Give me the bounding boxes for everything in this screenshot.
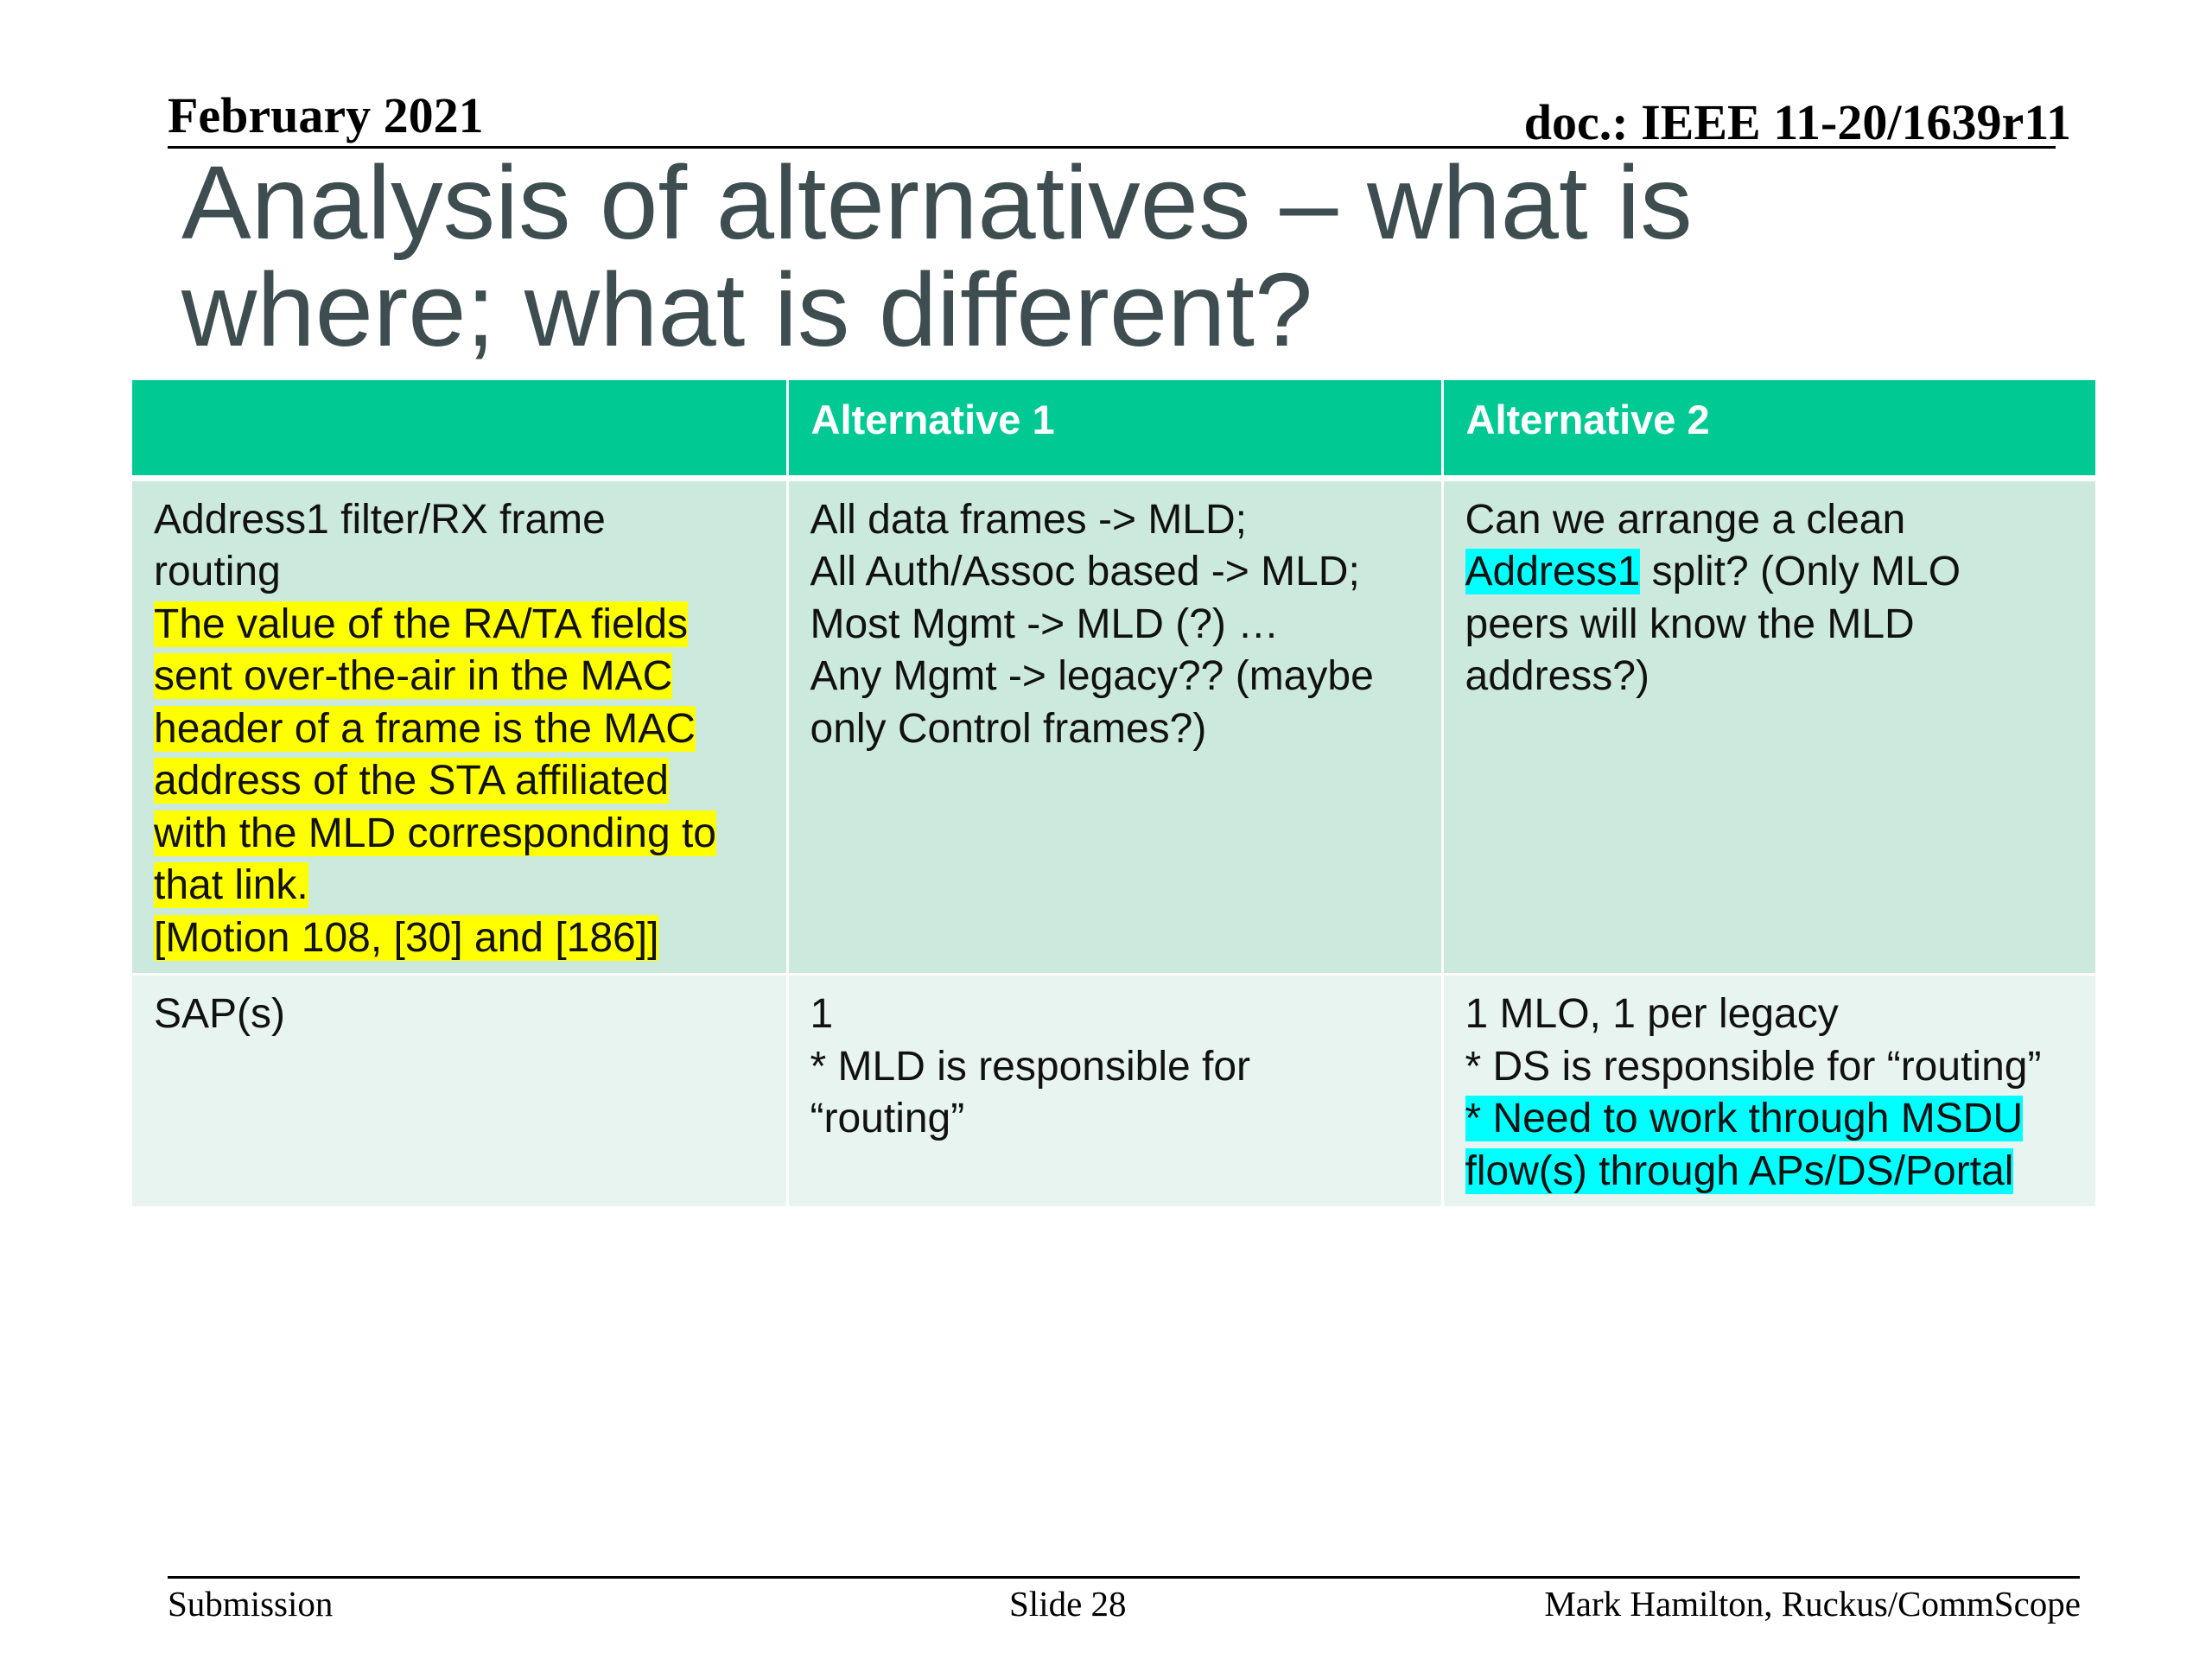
header-doc-id: doc.: IEEE 11-20/1639r11 (1523, 94, 2071, 150)
highlighted-line: address of the STA affiliated (154, 755, 769, 808)
table-cell: Can we arrange a clean Address1 split? (… (1442, 478, 2095, 976)
footer-author: Mark Hamilton, Ruckus/CommScope (1544, 1584, 2081, 1624)
cyan-highlight: Address1 (1465, 549, 1641, 594)
highlighted-line: The value of the RA/TA fields (154, 599, 769, 652)
table-cell: 1 MLO, 1 per legacy * DS is responsible … (1442, 974, 2095, 1209)
highlighted-line: * Need to work through MSDU (1465, 1093, 2079, 1146)
cell-line: * DS is responsible for “routing” (1465, 1043, 2042, 1090)
footer-divider (168, 1576, 2080, 1579)
cell-line: 1 (810, 991, 834, 1037)
cell-line: Can we arrange a clean (1465, 496, 1906, 543)
cell-line: All data frames -> MLD; (810, 496, 1248, 543)
cell-line: Address1 split? (Only MLO (1465, 546, 2079, 599)
cell-line: All Auth/Assoc based -> MLD; (810, 549, 1360, 594)
cyan-highlight: * Need to work through MSDU (1465, 1096, 2024, 1141)
header-cell-empty (132, 380, 789, 481)
yellow-highlight: address of the STA affiliated (154, 758, 669, 804)
cell-line: “routing” (810, 1096, 965, 1141)
table-header-row: Alternative 1 Alternative 2 (132, 380, 2095, 481)
yellow-highlight: with the MLD corresponding to (154, 810, 716, 856)
table-cell: All data frames -> MLD; All Auth/Assoc b… (787, 478, 1444, 976)
highlighted-line: with the MLD corresponding to (154, 808, 769, 861)
highlighted-line: [Motion 108, [30] and [186]] (154, 912, 769, 965)
cell-line: * MLD is responsible for (810, 1043, 1251, 1090)
cell-line: only Control frames?) (810, 705, 1207, 752)
table-cell: SAP(s) (132, 974, 789, 1209)
table-row-address1-filter: Address1 filter/RX frame routing The val… (132, 478, 2095, 976)
cell-line: routing (154, 549, 281, 594)
highlighted-line: sent over-the-air in the MAC (154, 651, 769, 703)
yellow-highlight: sent over-the-air in the MAC (154, 653, 673, 699)
highlighted-line: that link. (154, 860, 769, 912)
table-cell: 1 * MLD is responsible for “routing” (787, 974, 1444, 1209)
footer-submission: Submission (168, 1584, 334, 1624)
cell-line: address?) (1465, 653, 1649, 699)
slide-title-line: where; what is different? (181, 251, 1313, 368)
table-cell: Address1 filter/RX frame routing The val… (132, 478, 789, 976)
cell-line: peers will know the MLD (1465, 601, 1915, 647)
table-row-sap: SAP(s) 1 * MLD is responsible for “routi… (132, 974, 2095, 1209)
slide-title-line: Analysis of alternatives – what is (181, 143, 1693, 261)
cell-text: split? (Only MLO (1640, 549, 1961, 594)
cell-line: Any Mgmt -> legacy?? (maybe (810, 653, 1374, 699)
cell-line: Address1 filter/RX frame (154, 496, 606, 543)
header-divider (168, 146, 2056, 149)
footer-slide-number: Slide 28 (1009, 1584, 1127, 1624)
cell-line: 1 MLO, 1 per legacy (1465, 991, 1839, 1037)
highlighted-line: flow(s) through APs/DS/Portal (1465, 1146, 2079, 1198)
header-cell-alternative-2: Alternative 2 (1442, 380, 2095, 481)
highlighted-line: header of a frame is the MAC (154, 703, 769, 756)
cell-line: Most Mgmt -> MLD (?) … (810, 601, 1280, 647)
cell-line: SAP(s) (154, 991, 286, 1037)
cyan-highlight: flow(s) through APs/DS/Portal (1465, 1147, 2014, 1194)
yellow-highlight: header of a frame is the MAC (154, 705, 696, 752)
header-date: February 2021 (168, 87, 484, 143)
slide-title: Analysis of alternatives – what is where… (181, 149, 2082, 363)
header-cell-alternative-1: Alternative 1 (787, 380, 1444, 481)
yellow-highlight: The value of the RA/TA fields (154, 601, 689, 647)
yellow-highlight: [Motion 108, [30] and [186]] (154, 914, 659, 961)
yellow-highlight: that link. (154, 862, 308, 908)
comparison-table: Alternative 1 Alternative 2 Address1 fil… (132, 380, 2095, 1209)
